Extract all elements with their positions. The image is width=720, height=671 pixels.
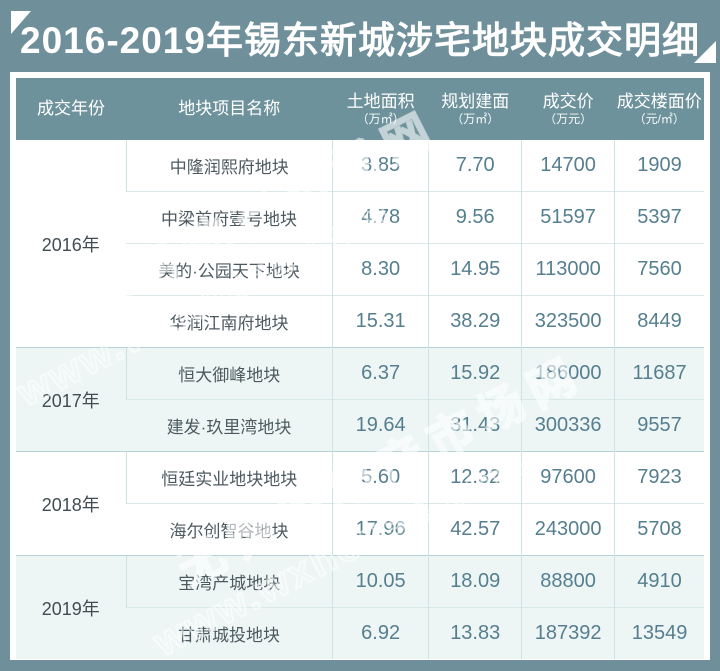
column-header-label: 规划建面: [441, 91, 510, 111]
land-area-cell: 15.31: [331, 295, 429, 348]
land-area-cell: 4.78: [331, 191, 429, 244]
land-area-cell: 6.92: [331, 607, 429, 659]
table-row: 美的·公园天下地块 8.30 14.95 113000 7560: [16, 243, 704, 296]
column-header-label: 成交年份: [37, 99, 106, 118]
build-area-cell: 14.95: [428, 243, 522, 296]
column-header: 地块项目名称: [126, 78, 333, 140]
table-row: 2018年 恒廷实业地块地块 5.60 12.32 97600 7923: [16, 451, 704, 556]
column-header-label: 成交价: [542, 91, 594, 111]
land-area-cell: 17.96: [331, 503, 429, 556]
project-name-cell: 中梁首府壹号地块: [126, 191, 333, 244]
table-row: 2016年 中隆润熙府地块 3.85 7.70 14700 1909: [16, 140, 704, 348]
build-area-cell: 15.92: [428, 347, 522, 400]
project-name-cell: 恒廷实业地块地块: [125, 451, 333, 504]
floor-price-cell: 8449: [614, 295, 704, 348]
build-area-cell: 12.32: [428, 451, 522, 504]
table-row: 华润江南府地块 15.31 38.29 323500 8449: [16, 295, 704, 348]
floor-price-cell: 4910: [614, 555, 704, 608]
year-cell: 2018年: [16, 451, 127, 556]
project-name-cell: 华润江南府地块: [126, 295, 333, 348]
floor-price-cell: 11687: [614, 347, 704, 400]
land-area-cell: 19.64: [331, 399, 429, 452]
build-area-cell: 42.57: [428, 503, 522, 556]
column-header: 成交年份: [16, 78, 127, 140]
column-header: 成交楼面价 （元/㎡）: [614, 78, 704, 140]
deals-table-frame: 成交年份 地块项目名称 土地面积 （万㎡） 规划建面 （万㎡） 成交价 （万元） 成交楼面价 （元…: [10, 72, 710, 660]
deal-price-cell: 187392: [521, 607, 615, 659]
floor-price-cell: 7923: [614, 451, 704, 504]
build-area-cell: 13.83: [428, 607, 522, 659]
deal-price-cell: 97600: [521, 451, 615, 504]
project-name-cell: 甘肃城投地块: [126, 607, 333, 659]
column-header: 规划建面 （万㎡）: [428, 78, 522, 140]
deal-price-cell: 51597: [521, 191, 615, 244]
table-header: 成交年份 地块项目名称 土地面积 （万㎡） 规划建面 （万㎡） 成交价 （万元） 成交楼面价 （元…: [16, 78, 704, 140]
page-title: 2016-2019年锡东新城涉宅地块成交明细: [20, 20, 700, 61]
deal-price-cell: 186000: [521, 347, 615, 400]
build-area-cell: 9.56: [428, 191, 522, 244]
project-name-cell: 恒大御峰地块: [125, 347, 333, 400]
column-header-unit: （元/㎡）: [633, 111, 685, 126]
table-body: 2016年 中隆润熙府地块 3.85 7.70 14700 1909 中梁首府壹号地块 4.7…: [16, 140, 704, 659]
deal-price-cell: 300336: [521, 399, 615, 452]
year-cell: 2016年: [16, 140, 127, 348]
project-name-cell: 建发·玖里湾地块: [126, 399, 333, 452]
table-row: 中梁首府壹号地块 4.78 9.56 51597 5397: [16, 191, 704, 244]
land-area-cell: 10.05: [331, 555, 429, 608]
land-area-cell: 8.30: [331, 243, 429, 296]
column-header: 成交价 （万元）: [521, 78, 615, 140]
deal-price-cell: 243000: [521, 503, 615, 556]
column-header-label: 土地面积: [346, 91, 415, 111]
table-row: 2017年 恒大御峰地块 6.37 15.92 186000 11687: [16, 347, 704, 452]
floor-price-cell: 13549: [614, 607, 704, 659]
land-area-cell: 6.37: [331, 347, 429, 400]
build-area-cell: 38.29: [428, 295, 522, 348]
land-area-cell: 5.60: [331, 451, 429, 504]
column-header: 土地面积 （万㎡）: [332, 78, 429, 140]
floor-price-cell: 5397: [614, 191, 704, 244]
year-cell: 2017年: [16, 347, 127, 452]
project-name-cell: 中隆润熙府地块: [125, 140, 333, 192]
project-name-cell: 宝湾产城地块: [125, 555, 333, 608]
column-header-label: 地块项目名称: [178, 99, 281, 118]
deal-price-cell: 88800: [521, 555, 615, 608]
table-row: 建发·玖里湾地块 19.64 31.43 300336 9557: [16, 399, 704, 452]
deal-price-cell: 113000: [521, 243, 615, 296]
build-area-cell: 18.09: [428, 555, 522, 608]
build-area-cell: 31.43: [428, 399, 522, 452]
build-area-cell: 7.70: [428, 140, 522, 192]
deal-price-cell: 323500: [521, 295, 615, 348]
deals-table: 成交年份 地块项目名称 土地面积 （万㎡） 规划建面 （万㎡） 成交价 （万元） 成交楼面价 （元…: [16, 78, 704, 659]
table-header-row: 成交年份 地块项目名称 土地面积 （万㎡） 规划建面 （万㎡） 成交价 （万元） 成交楼面价 （元…: [16, 78, 704, 140]
project-name-cell: 美的·公园天下地块: [126, 243, 333, 296]
floor-price-cell: 7560: [614, 243, 704, 296]
floor-price-cell: 5708: [614, 503, 704, 556]
project-name-cell: 海尔创智谷地块: [126, 503, 333, 556]
year-cell: 2019年: [16, 555, 127, 659]
table-row: 甘肃城投地块 6.92 13.83 187392 13549: [16, 607, 704, 659]
deal-price-cell: 14700: [521, 140, 615, 192]
floor-price-cell: 1909: [614, 140, 704, 192]
column-header-unit: （万㎡）: [356, 111, 405, 126]
table-row: 海尔创智谷地块 17.96 42.57 243000 5708: [16, 503, 704, 556]
column-header-unit: （万㎡）: [451, 111, 500, 126]
land-area-cell: 3.85: [331, 140, 429, 192]
column-header-unit: （万元）: [544, 111, 593, 126]
column-header-label: 成交楼面价: [616, 91, 702, 111]
floor-price-cell: 9557: [614, 399, 704, 452]
table-row: 2019年 宝湾产城地块 10.05 18.09 88800 4910: [16, 555, 704, 659]
